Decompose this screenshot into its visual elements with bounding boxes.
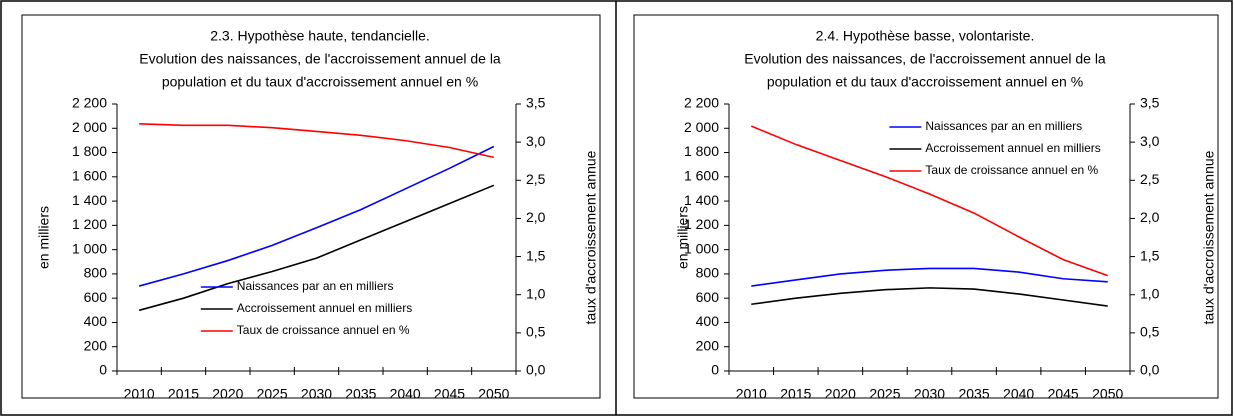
series-line — [138, 184, 495, 312]
y-tick-label: 1 000 — [684, 240, 719, 256]
x-tick-label: 2050 — [1092, 386, 1123, 402]
series-line — [139, 123, 495, 159]
x-tick-label: 2040 — [1003, 386, 1034, 402]
y-tick-label: 800 — [84, 265, 108, 281]
y-axis-label: en milliers — [675, 206, 691, 269]
y2-tick-label: 1,0 — [1140, 285, 1160, 301]
chart-frame — [633, 14, 1219, 399]
chart-title: population et du taux d'accroissement an… — [162, 74, 478, 90]
y2-tick-label: 0,0 — [1140, 362, 1160, 378]
x-tick-label: 2015 — [780, 386, 811, 402]
x-tick-label: 2010 — [124, 386, 155, 402]
y-tick-label: 400 — [696, 313, 720, 329]
y2-axis-label: taux d'accroissement annue — [1201, 150, 1217, 324]
chart-title: population et du taux d'accroissement an… — [767, 74, 1083, 90]
legend-label: Naissances par an en milliers — [925, 119, 1082, 133]
y2-tick-label: 1,0 — [526, 285, 546, 301]
y-tick-label: 0 — [711, 362, 719, 378]
y2-tick-label: 2,0 — [526, 209, 546, 225]
y-axis-label: en milliers — [36, 206, 52, 269]
y-tick-label: 2 200 — [72, 95, 107, 111]
y2-tick-label: 0,0 — [526, 362, 546, 378]
x-tick-label: 2030 — [301, 386, 332, 402]
x-tick-label: 2035 — [345, 386, 376, 402]
legend-label: Accroissement annuel en milliers — [925, 141, 1100, 155]
y-tick-label: 1 000 — [72, 240, 107, 256]
y2-tick-label: 2,0 — [1140, 209, 1160, 225]
x-tick-label: 2030 — [914, 386, 945, 402]
x-tick-label: 2035 — [958, 386, 989, 402]
y-tick-label: 1 800 — [72, 143, 107, 159]
y-tick-label: 0 — [99, 362, 107, 378]
y-tick-label: 1 400 — [684, 192, 719, 208]
y2-tick-label: 0,5 — [526, 324, 546, 340]
x-tick-label: 2045 — [434, 386, 465, 402]
legend-label: Naissances par an en milliers — [237, 279, 394, 293]
y-tick-label: 200 — [84, 337, 108, 353]
x-tick-label: 2040 — [390, 386, 421, 402]
series-line — [750, 125, 1108, 277]
series-line — [138, 145, 495, 287]
y-tick-label: 1 600 — [684, 168, 719, 184]
series-line — [751, 267, 1108, 287]
y2-tick-label: 1,5 — [526, 247, 546, 263]
chart-title: 2.3. Hypothèse haute, tendancielle. — [210, 28, 430, 44]
legend-label: Accroissement annuel en milliers — [237, 301, 412, 315]
y-tick-label: 800 — [696, 265, 720, 281]
x-tick-label: 2025 — [257, 386, 288, 402]
y2-tick-label: 2,5 — [526, 171, 546, 187]
x-tick-label: 2045 — [1048, 386, 1079, 402]
x-tick-label: 2020 — [212, 386, 243, 402]
y2-tick-label: 3,0 — [526, 133, 546, 149]
legend-label: Taux de croissance annuel en % — [925, 163, 1098, 177]
y2-tick-label: 3,5 — [1140, 95, 1160, 111]
legend-label: Taux de croissance annuel en % — [237, 323, 410, 337]
y-tick-label: 200 — [696, 337, 720, 353]
y-tick-label: 1 200 — [72, 216, 107, 232]
y-tick-label: 600 — [84, 289, 108, 305]
series-line — [751, 287, 1108, 307]
y-tick-label: 1 200 — [684, 216, 719, 232]
x-tick-label: 2025 — [869, 386, 900, 402]
y-tick-label: 1 400 — [72, 192, 107, 208]
x-tick-label: 2050 — [478, 386, 509, 402]
y-tick-label: 1 600 — [72, 168, 107, 184]
y-tick-label: 600 — [696, 289, 720, 305]
y-tick-label: 2 000 — [72, 119, 107, 135]
y2-tick-label: 3,0 — [1140, 133, 1160, 149]
chart-title: Evolution des naissances, de l'accroisse… — [139, 51, 501, 67]
chart-title: Evolution des naissances, de l'accroisse… — [744, 51, 1106, 67]
x-tick-label: 2020 — [825, 386, 856, 402]
y2-tick-label: 3,5 — [526, 95, 546, 111]
y2-tick-label: 0,5 — [1140, 324, 1160, 340]
y-tick-label: 2 200 — [684, 95, 719, 111]
y2-tick-label: 1,5 — [1140, 247, 1160, 263]
y-tick-label: 400 — [84, 313, 108, 329]
y-tick-label: 2 000 — [684, 119, 719, 135]
x-tick-label: 2015 — [168, 386, 199, 402]
chart-title: 2.4. Hypothèse basse, volontariste. — [816, 28, 1035, 44]
y2-axis-label: taux d'accroissement annue — [583, 150, 599, 324]
x-tick-label: 2010 — [736, 386, 767, 402]
y-tick-label: 1 800 — [684, 143, 719, 159]
chart-frame — [21, 14, 601, 399]
y2-tick-label: 2,5 — [1140, 171, 1160, 187]
